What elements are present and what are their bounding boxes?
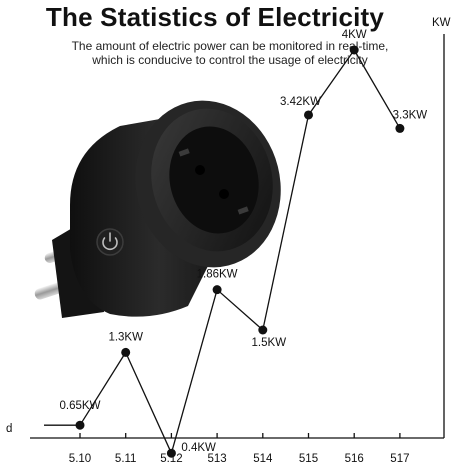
series-line-segment (216, 289, 264, 331)
data-label: 3.42KW (280, 96, 321, 108)
data-label: 4KW (342, 29, 367, 41)
subtitle-line-1: The amount of electric power can be moni… (71, 39, 389, 53)
data-point (349, 45, 359, 55)
data-label: 0.4KW (181, 442, 216, 454)
x-tick-label: 5.12 (160, 453, 182, 465)
x-axis-label: d (6, 423, 12, 435)
x-tick-label: 515 (299, 453, 318, 465)
power-button-icon (96, 228, 124, 256)
series-line-segment (307, 49, 355, 116)
socket-hole (219, 189, 229, 199)
data-point (304, 110, 313, 120)
series-line-segment (79, 352, 127, 426)
series-line-segment (125, 352, 172, 454)
data-label: 1.5KW (252, 337, 287, 349)
series-line-segment (353, 49, 401, 129)
x-tick-label: 5.10 (69, 453, 91, 465)
data-point (121, 347, 131, 357)
socket-hole (195, 165, 205, 175)
series-line-segment (262, 114, 310, 331)
x-tick-label: 513 (208, 453, 227, 465)
data-points-group (75, 45, 405, 458)
data-label: 0.65KW (60, 400, 101, 412)
y-axis-label: KW (432, 17, 451, 29)
data-label: 1.3KW (108, 331, 143, 343)
page-title: The Statistics of Electricity (45, 2, 385, 32)
data-point (212, 285, 222, 295)
ground-clip (178, 148, 190, 157)
x-ticks-group: 5.10 5.11 5.12 513 514 515 516 517 (69, 433, 409, 465)
x-tick-label: 5.11 (115, 453, 137, 465)
x-tick-label: 517 (390, 453, 409, 465)
x-tick-label: 514 (253, 453, 273, 465)
data-point (258, 325, 268, 335)
data-point (166, 448, 176, 458)
subtitle-line-2: which is conducive to control the usage … (92, 53, 368, 67)
x-tick-label: 516 (345, 453, 364, 465)
socket-recess (169, 126, 259, 234)
series-line-group (79, 49, 401, 454)
data-label: 1.86KW (197, 269, 238, 281)
smart-plug-illustration (34, 100, 281, 318)
data-point (75, 420, 85, 430)
data-labels-group: 0.65KW 1.3KW 0.4KW 1.86KW 1.5KW 3.42KW 4KW 3.3K… (60, 29, 428, 454)
series-line-segment (170, 289, 218, 454)
data-label: 3.3KW (393, 109, 428, 121)
ground-clip (237, 206, 249, 215)
data-point (395, 123, 405, 133)
